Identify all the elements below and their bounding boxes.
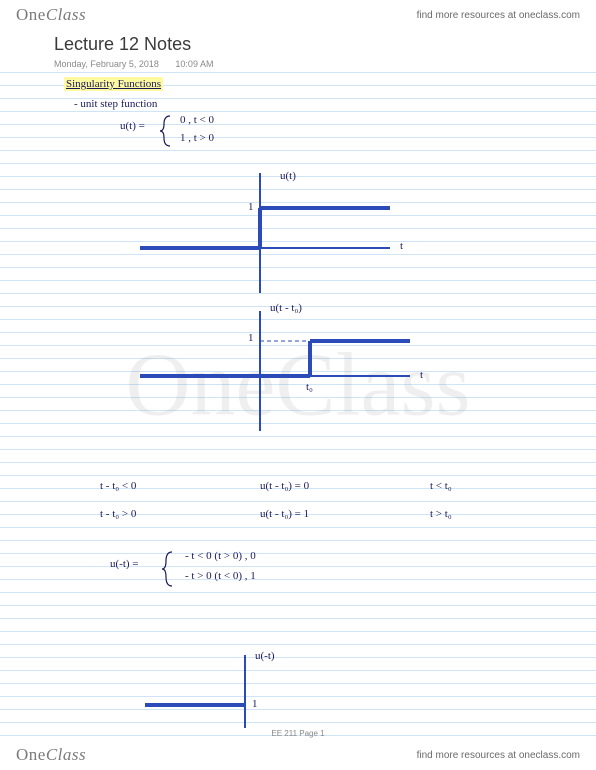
eq-ut: u(t) = — [120, 120, 145, 132]
eq-uminust: u(-t) = — [110, 558, 139, 570]
graph3-tick: 1 — [252, 698, 258, 710]
row1c: t < t₀ — [430, 480, 452, 492]
brand-logo-top: OneClass — [16, 5, 86, 25]
time: 10:09 AM — [175, 59, 213, 69]
graph2-tick: 1 — [248, 332, 254, 344]
row2a: t - t₀ > 0 — [100, 508, 136, 520]
graph2-xlabel: t — [420, 369, 423, 381]
brace-icon-2 — [160, 550, 178, 588]
lecture-title: Lecture 12 Notes — [54, 34, 227, 55]
resources-link-bottom[interactable]: find more resources at oneclass.com — [417, 750, 580, 761]
graph2-shift: t₀ — [306, 381, 313, 393]
resources-link-top[interactable]: find more resources at oneclass.com — [417, 10, 580, 21]
graph-ut — [130, 168, 410, 298]
row2b: u(t - t₀) = 1 — [260, 508, 309, 520]
graph2-ylabel: u(t - t₀) — [270, 302, 302, 314]
brace-icon — [158, 114, 176, 148]
bullet-unit-step: - unit step function — [74, 98, 157, 110]
page-number: EE 211 Page 1 — [0, 729, 596, 738]
header: OneClass find more resources at oneclass… — [0, 0, 596, 30]
graph-ut-shifted — [130, 306, 430, 436]
graph1-ylabel: u(t) — [280, 170, 296, 182]
row1b: u(t - t₀) = 0 — [260, 480, 309, 492]
eq-ut-case2: 1 , t > 0 — [180, 132, 214, 144]
section-heading: Singularity Functions — [64, 78, 163, 90]
graph-uminust — [130, 650, 330, 730]
graph3-ylabel: u(-t) — [255, 650, 275, 662]
title-area: Lecture 12 Notes Monday, February 5, 201… — [54, 34, 227, 69]
graph1-xlabel: t — [400, 240, 403, 252]
footer: OneClass find more resources at oneclass… — [0, 740, 596, 770]
brand-logo-bottom: OneClass — [16, 745, 86, 765]
graph1-tick: 1 — [248, 201, 254, 213]
date-line: Monday, February 5, 2018 10:09 AM — [54, 59, 227, 69]
date: Monday, February 5, 2018 — [54, 59, 159, 69]
row1a: t - t₀ < 0 — [100, 480, 136, 492]
eq-ut-case1: 0 , t < 0 — [180, 114, 214, 126]
eq-uminust-case2: - t > 0 (t < 0) , 1 — [185, 570, 256, 582]
row2c: t > t₀ — [430, 508, 452, 520]
eq-uminust-case1: - t < 0 (t > 0) , 0 — [185, 550, 256, 562]
